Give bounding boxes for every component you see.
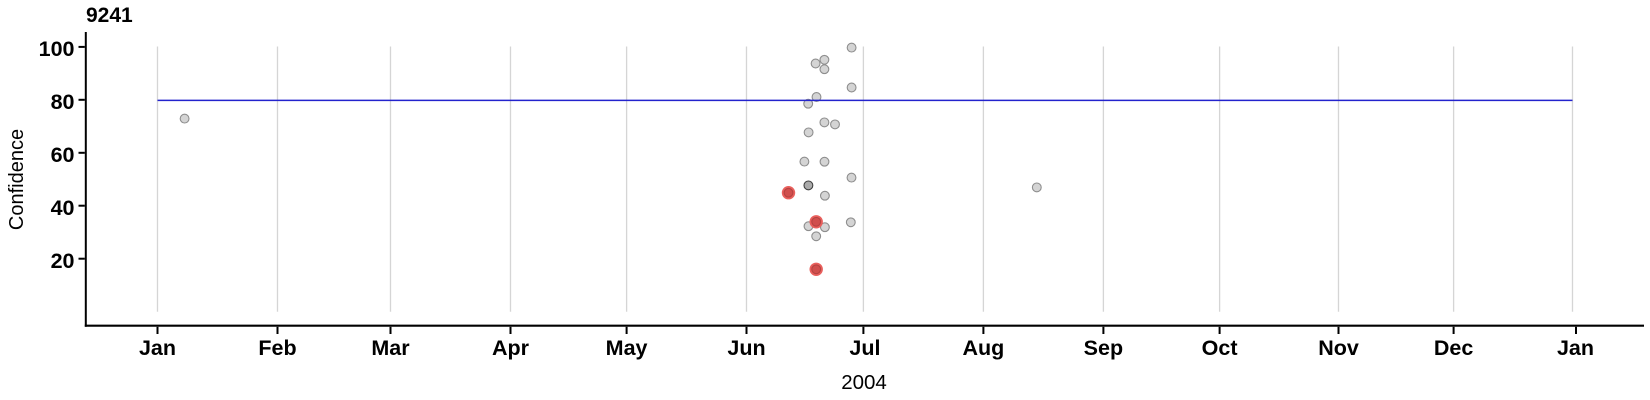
- svg-text:9241: 9241: [86, 4, 133, 27]
- svg-text:Jan: Jan: [139, 336, 176, 360]
- svg-text:Oct: Oct: [1202, 336, 1238, 360]
- svg-text:20: 20: [51, 249, 75, 273]
- svg-text:Feb: Feb: [258, 336, 296, 360]
- svg-text:100: 100: [39, 37, 75, 61]
- svg-text:Nov: Nov: [1318, 336, 1359, 360]
- svg-text:May: May: [606, 336, 648, 360]
- svg-text:Jan: Jan: [1557, 336, 1594, 360]
- svg-text:Sep: Sep: [1084, 336, 1123, 360]
- svg-text:Aug: Aug: [963, 336, 1005, 360]
- svg-text:Dec: Dec: [1434, 336, 1473, 360]
- svg-text:80: 80: [51, 90, 75, 114]
- svg-text:Jul: Jul: [849, 336, 880, 360]
- svg-text:2004: 2004: [841, 371, 887, 394]
- svg-text:Apr: Apr: [492, 336, 530, 360]
- svg-text:60: 60: [51, 143, 75, 167]
- svg-text:Confidence: Confidence: [6, 129, 28, 230]
- svg-text:Mar: Mar: [371, 336, 410, 360]
- svg-text:Jun: Jun: [727, 336, 765, 360]
- svg-text:40: 40: [51, 196, 75, 220]
